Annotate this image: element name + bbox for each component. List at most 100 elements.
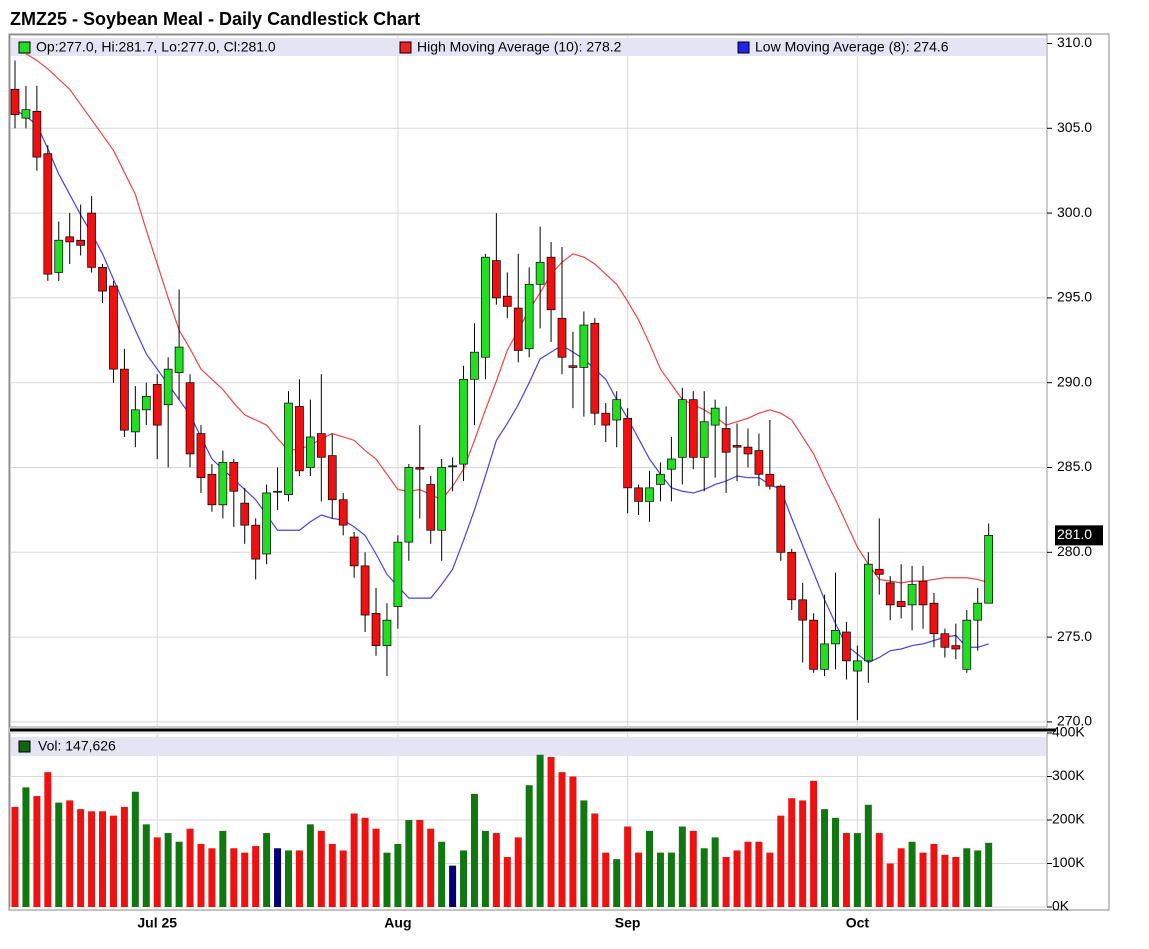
volume-bar bbox=[460, 850, 468, 907]
candle-body bbox=[448, 465, 457, 468]
volume-bar bbox=[689, 830, 697, 907]
candle-body bbox=[163, 368, 173, 406]
candle-body bbox=[853, 660, 862, 672]
candle-body bbox=[316, 433, 326, 458]
candle-body bbox=[262, 492, 271, 555]
volume-bar bbox=[667, 852, 675, 907]
price-plot bbox=[9, 34, 1048, 728]
last-price-label: 281.0 bbox=[1057, 526, 1092, 542]
volume-bar bbox=[22, 787, 30, 907]
moving-average-line bbox=[14, 109, 989, 664]
volume-bar bbox=[372, 828, 380, 907]
volume-bar bbox=[361, 817, 369, 907]
y-tick-label: 285.0 bbox=[1057, 458, 1092, 474]
volume-bar bbox=[175, 841, 183, 907]
volume-bar bbox=[744, 841, 752, 907]
candle-body bbox=[765, 473, 775, 487]
moving-average-line bbox=[25, 53, 989, 584]
candle-body bbox=[218, 462, 228, 506]
volume-bar bbox=[952, 856, 960, 907]
volume-bar bbox=[864, 804, 872, 907]
candle-body bbox=[338, 499, 348, 526]
volume-bar bbox=[613, 859, 621, 907]
volume-bar bbox=[919, 852, 927, 907]
chart-frame bbox=[8, 33, 1110, 911]
volume-bar bbox=[109, 815, 117, 907]
candle-body bbox=[590, 322, 600, 414]
candle-body bbox=[743, 446, 753, 455]
y-tick-label: 270.0 bbox=[1057, 713, 1092, 729]
y-tick-label: 290.0 bbox=[1057, 373, 1092, 389]
volume-bar bbox=[810, 780, 818, 907]
volume-bar bbox=[766, 852, 774, 907]
legend-swatch bbox=[18, 41, 31, 54]
volume-bar bbox=[514, 837, 522, 907]
candle-body bbox=[502, 295, 512, 307]
y-tick-label: 305.0 bbox=[1057, 119, 1092, 135]
volume-bar bbox=[755, 841, 763, 907]
volume-bar bbox=[339, 850, 347, 907]
candle-body bbox=[667, 458, 676, 470]
candle-body bbox=[284, 402, 293, 495]
volume-bar bbox=[580, 800, 588, 907]
volume-bar bbox=[88, 811, 96, 907]
volume-bar bbox=[974, 850, 982, 907]
volume-bar bbox=[853, 833, 861, 907]
legend-strip bbox=[11, 38, 1046, 56]
candle-body bbox=[863, 563, 873, 662]
volume-bar bbox=[394, 843, 402, 907]
candle-body bbox=[754, 450, 764, 475]
y-tick-label: 300K bbox=[1052, 767, 1085, 783]
candle-body bbox=[885, 582, 895, 606]
volume-bar bbox=[886, 863, 894, 907]
candle-body bbox=[327, 455, 337, 501]
volume-bar bbox=[405, 820, 413, 907]
volume-bar bbox=[230, 848, 238, 907]
volume-bar bbox=[252, 846, 260, 907]
volume-bar bbox=[602, 852, 610, 907]
volume-bar bbox=[99, 811, 107, 907]
volume-bar bbox=[263, 833, 271, 907]
volume-bar bbox=[350, 813, 358, 907]
candle-body bbox=[382, 619, 392, 646]
candle-body bbox=[404, 467, 414, 543]
candle-body bbox=[929, 602, 939, 635]
candle-body bbox=[940, 633, 950, 648]
candle-body bbox=[87, 212, 96, 268]
last-price-tag bbox=[1055, 525, 1103, 546]
candle-body bbox=[601, 412, 611, 426]
candle-body bbox=[21, 109, 31, 119]
candle-body bbox=[634, 487, 643, 502]
volume-bar bbox=[678, 826, 686, 907]
candle-body bbox=[349, 536, 359, 567]
volume-bar bbox=[646, 830, 654, 907]
candle-body bbox=[65, 236, 75, 243]
candle-body bbox=[426, 484, 436, 531]
y-tick-label: 200K bbox=[1052, 811, 1085, 827]
volume-bar bbox=[164, 833, 172, 907]
volume-bar bbox=[985, 842, 993, 907]
legend-label: Vol: 147,626 bbox=[38, 738, 116, 754]
y-tick-label: 0K bbox=[1052, 898, 1070, 914]
candle-body bbox=[699, 421, 709, 458]
volume-bar bbox=[295, 850, 303, 907]
volume-bar bbox=[941, 854, 949, 907]
candle-body bbox=[43, 153, 53, 275]
volume-bar bbox=[832, 817, 839, 907]
candle-body bbox=[842, 631, 851, 662]
candle-body bbox=[371, 613, 381, 646]
legend-label: Op:277.0, Hi:281.7, Lo:277.0, Cl:281.0 bbox=[36, 39, 276, 55]
volume-bar bbox=[285, 850, 292, 907]
legend-label: Low Moving Average (8): 274.6 bbox=[755, 39, 949, 55]
candle-body bbox=[240, 502, 250, 526]
candle-body bbox=[130, 409, 140, 433]
volume-bar bbox=[219, 830, 227, 907]
candle-body bbox=[273, 490, 282, 493]
volume-bar bbox=[503, 856, 511, 907]
volume-bar bbox=[241, 852, 249, 907]
volume-bar bbox=[875, 833, 883, 907]
candle-body bbox=[798, 599, 808, 621]
volume-bar bbox=[208, 848, 216, 907]
y-tick-label: 280.0 bbox=[1057, 543, 1092, 559]
